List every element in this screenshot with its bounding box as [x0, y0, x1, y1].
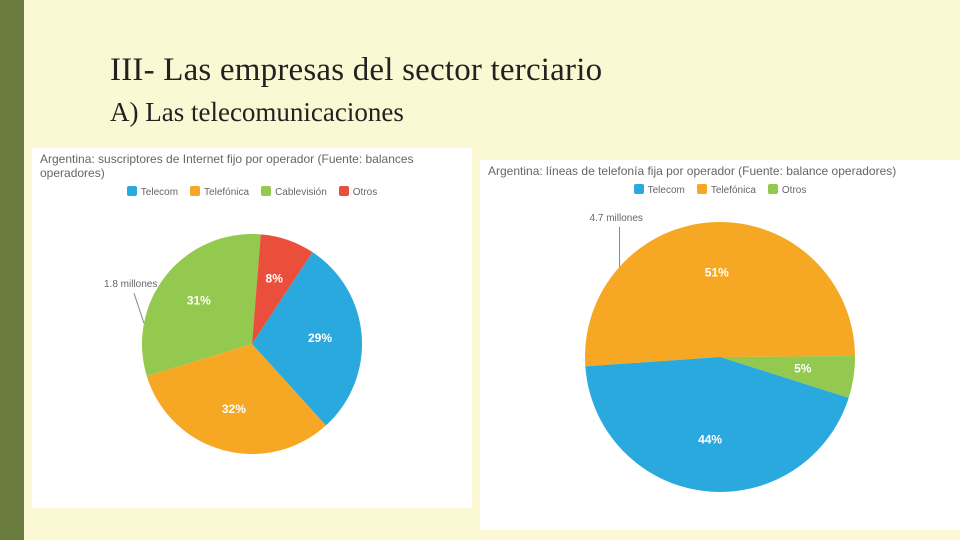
legend-label: Otros: [782, 185, 806, 196]
pie-slice-label: 29%: [308, 331, 332, 345]
legend-swatch: [339, 186, 349, 196]
legend-swatch: [697, 184, 707, 194]
chart-internet-pie: 31%8%29%32%1.8 millones: [112, 204, 392, 484]
legend-label: Otros: [353, 187, 377, 198]
pie-slice-label: 51%: [705, 266, 729, 280]
slide: III- Las empresas del sector terciario A…: [0, 0, 960, 540]
chart-telephony-legend: Telecom Telefónica Otros: [480, 180, 960, 202]
accent-sidebar: [0, 0, 24, 540]
chart-internet: Argentina: suscriptores de Internet fijo…: [32, 148, 472, 508]
chart-telephony-pie: 51% 5% 44% 4.7 millones: [570, 202, 870, 502]
legend-swatch: [127, 186, 137, 196]
pie-slice-label: 32%: [222, 402, 246, 416]
slide-title: III- Las empresas del sector terciario: [110, 52, 602, 89]
chart-telephony: Argentina: líneas de telefonía fija por …: [480, 160, 960, 530]
legend-item: Telecom: [634, 184, 685, 196]
pie-slice-label: 8%: [266, 272, 284, 286]
legend-item: Telecom: [127, 186, 178, 198]
slide-subtitle: A) Las telecomunicaciones: [110, 97, 602, 128]
legend-swatch: [768, 184, 778, 194]
chart-internet-legend: Telecom Telefónica Cablevisión Otros: [32, 182, 472, 204]
pie-slice: [585, 222, 855, 366]
legend-label: Cablevisión: [275, 187, 327, 198]
legend-label: Telecom: [648, 185, 685, 196]
legend-swatch: [261, 186, 271, 196]
pie-slice-label: 31%: [187, 293, 211, 307]
legend-item: Telefónica: [190, 186, 249, 198]
legend-item: Otros: [339, 186, 377, 198]
legend-swatch: [190, 186, 200, 196]
legend-label: Telefónica: [204, 187, 249, 198]
pie-slice-label: 5%: [794, 362, 812, 376]
callout-label: 1.8 millones: [104, 279, 157, 290]
legend-swatch: [634, 184, 644, 194]
heading-block: III- Las empresas del sector terciario A…: [110, 52, 602, 128]
legend-item: Otros: [768, 184, 806, 196]
chart-telephony-title: Argentina: líneas de telefonía fija por …: [480, 160, 960, 180]
chart-internet-title: Argentina: suscriptores de Internet fijo…: [32, 148, 472, 182]
legend-label: Telecom: [141, 187, 178, 198]
legend-item: Cablevisión: [261, 186, 327, 198]
callout-leader: [134, 293, 144, 323]
callout-label: 4.7 millones: [590, 213, 643, 224]
legend-item: Telefónica: [697, 184, 756, 196]
legend-label: Telefónica: [711, 185, 756, 196]
pie-slice-label: 44%: [698, 432, 722, 446]
